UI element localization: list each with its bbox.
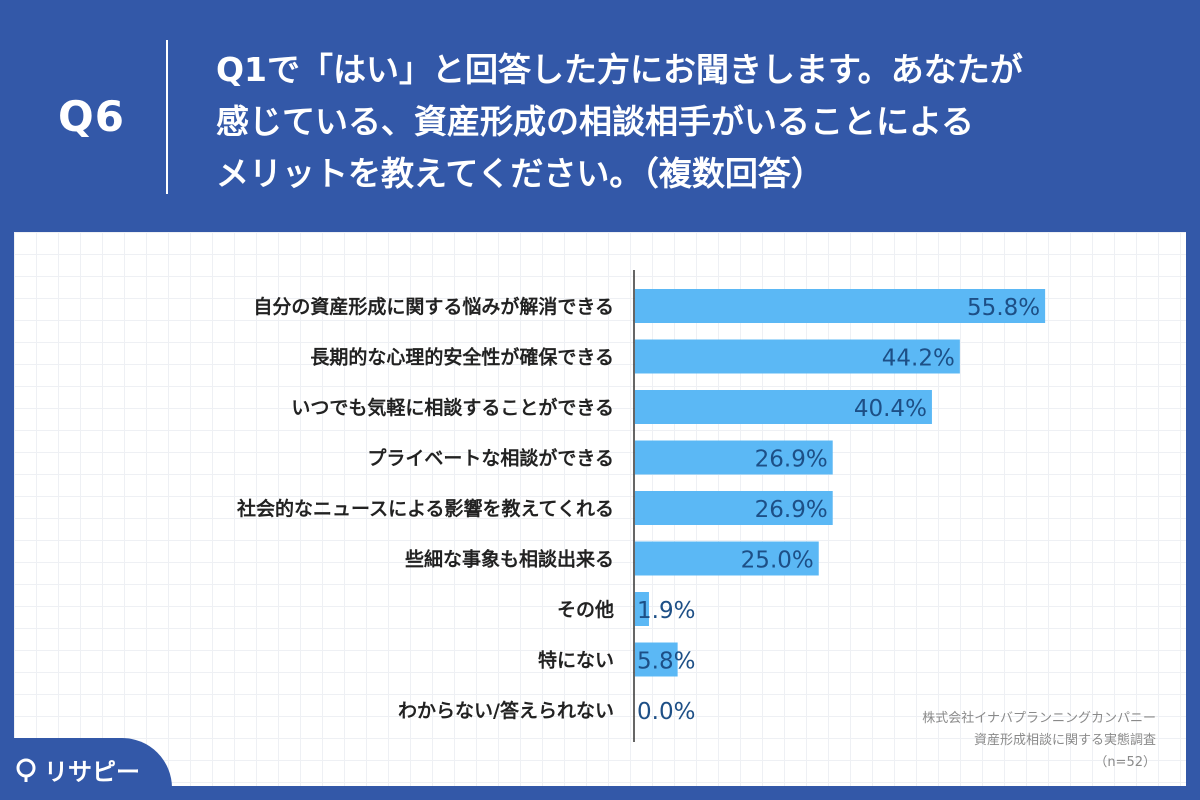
data-label: 26.9%	[755, 447, 828, 473]
pin-icon	[16, 758, 36, 782]
bar	[635, 491, 833, 525]
category-label: 自分の資産形成に関する悩みが解消できる	[253, 295, 614, 318]
source-line: 株式会社イナバプランニングカンパニー	[922, 711, 1156, 726]
header-divider	[166, 40, 168, 194]
data-label: 25.0%	[741, 548, 814, 574]
category-label: プライベートな相談ができる	[367, 447, 614, 470]
category-label: その他	[557, 598, 614, 621]
logo-tab	[0, 738, 172, 800]
bar	[635, 289, 1046, 323]
bar-chart: 自分の資産形成に関する悩みが解消できる 55.8% 長期的な心理的安全性が確保できる…	[236, 270, 1046, 742]
source-line: 資産形成相談に関する実態調査	[973, 733, 1156, 748]
category-label: わからない/答えられない	[398, 699, 614, 722]
category-label: 社会的なニュースによる影響を教えてくれる	[236, 497, 614, 520]
bar	[635, 339, 960, 374]
question-number: Q6	[58, 92, 125, 141]
data-label: 40.4%	[854, 396, 927, 422]
question-line: Q1で「はい」と回答した方にお聞きします。あなたが	[216, 50, 1023, 89]
bar	[635, 541, 819, 576]
data-label: 26.9%	[755, 497, 828, 523]
bar	[635, 592, 649, 626]
chart-panel: 自分の資産形成に関する悩みが解消できる 55.8% 長期的な心理的安全性が確保できる…	[14, 232, 1186, 786]
bar	[635, 440, 833, 475]
logo: リサピー	[14, 752, 140, 787]
source-note: 株式会社イナバプランニングカンパニー 資産形成相談に関する実態調査 （n=52）	[922, 708, 1156, 774]
header: Q6 Q1で「はい」と回答した方にお聞きします。あなたが 感じている、資産形成の…	[0, 0, 1200, 232]
data-label: 55.8%	[967, 295, 1040, 321]
logo-text: リサピー	[44, 758, 140, 786]
bar	[635, 642, 678, 677]
category-label: 特にない	[538, 650, 614, 672]
category-label: 些細な事象も相談出来る	[405, 548, 614, 571]
source-line: （n=52）	[1094, 755, 1156, 770]
data-label: 44.2%	[882, 346, 955, 372]
data-label: 0.0%	[637, 699, 695, 725]
data-label: 1.9%	[637, 598, 695, 624]
category-label: いつでも気軽に相談することができる	[291, 396, 614, 419]
data-label: 5.8%	[637, 649, 695, 675]
question-text: Q1で「はい」と回答した方にお聞きします。あなたが 感じている、資産形成の相談相…	[216, 44, 1116, 200]
question-line: 感じている、資産形成の相談相手がいることによる	[216, 102, 975, 141]
category-label: 長期的な心理的安全性が確保できる	[310, 346, 614, 369]
bar	[635, 390, 932, 424]
question-line: メリットを教えてください。（複数回答）	[216, 154, 824, 193]
